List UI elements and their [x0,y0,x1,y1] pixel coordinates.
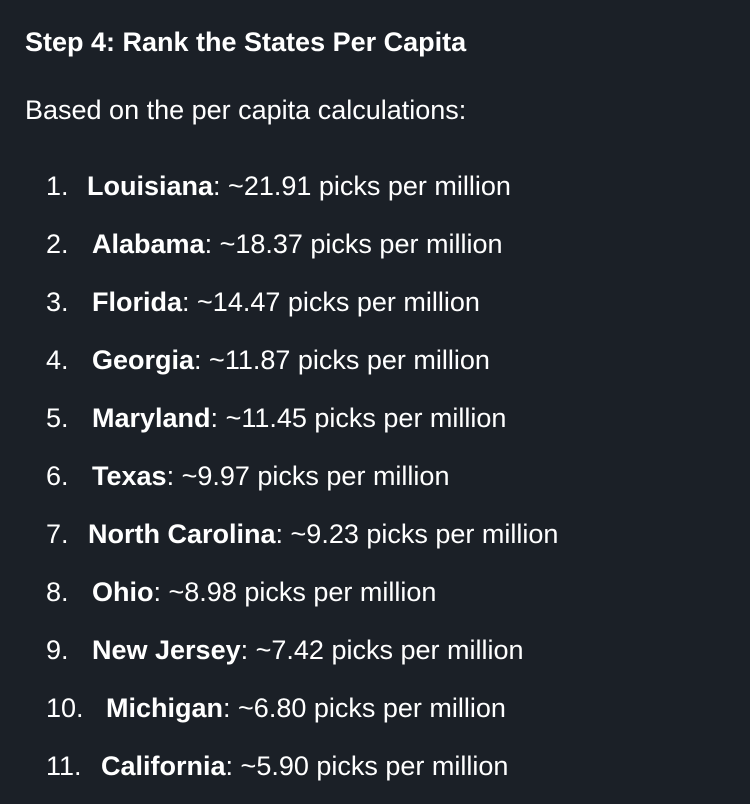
ranking-item: 6. Texas: ~9.97 picks per million [0,456,750,514]
rank-text: Maryland: ~11.45 picks per million [92,403,507,433]
state-name: Texas [92,461,167,491]
step-heading: Step 4: Rank the States Per Capita [25,27,467,57]
picks-value: ~11.45 picks per million [225,403,507,433]
ranking-item: 4. Georgia: ~11.87 picks per million [0,340,750,398]
rank-number: 2. [46,229,69,259]
picks-value: ~21.91 picks per million [228,171,511,201]
picks-value: ~8.98 picks per million [168,577,437,607]
rank-number: 4. [46,345,69,375]
rank-text: Florida: ~14.47 picks per million [92,287,480,317]
ranking-item: 2. Alabama: ~18.37 picks per million [0,224,750,282]
state-name: Florida [92,287,183,317]
ranking-item: 11. California: ~5.90 picks per million [0,746,750,804]
rank-text: New Jersey: ~7.42 picks per million [92,635,524,665]
ranking-item: 5. Maryland: ~11.45 picks per million [0,398,750,456]
picks-value: ~9.97 picks per million [181,461,450,491]
rank-number: 6. [46,461,69,491]
rank-number: 1. [46,171,69,201]
picks-value: ~11.87 picks per million [209,345,490,375]
state-name: North Carolina [88,519,276,549]
ranking-item: 9. New Jersey: ~7.42 picks per million [0,630,750,688]
ranking-item: 3. Florida: ~14.47 picks per million [0,282,750,340]
picks-value: ~9.23 picks per million [290,519,559,549]
state-name: Louisiana [87,171,214,201]
state-name: Ohio [92,577,154,607]
rank-text: Louisiana: ~21.91 picks per million [87,171,511,201]
intro-text: Based on the per capita calculations: [25,95,467,125]
picks-value: ~18.37 picks per million [219,229,503,259]
rank-text: Texas: ~9.97 picks per million [92,461,450,491]
picks-value: ~14.47 picks per million [197,287,480,317]
rank-number: 7. [46,519,69,549]
state-name: Georgia [92,345,195,375]
ranking-list: 1. Louisiana: ~21.91 picks per million 2… [0,166,750,804]
state-name: New Jersey [92,635,241,665]
rank-number: 9. [46,635,69,665]
ranking-item: 10. Michigan: ~6.80 picks per million [0,688,750,746]
rank-text: Georgia: ~11.87 picks per million [92,345,490,375]
state-name: Michigan [106,693,224,723]
ranking-item: 7. North Carolina: ~9.23 picks per milli… [0,514,750,572]
picks-value: ~6.80 picks per million [238,693,506,723]
rank-number: 3. [46,287,69,317]
rank-number: 11. [46,751,82,781]
picks-value: ~5.90 picks per million [240,751,509,781]
ranking-item: 8. Ohio: ~8.98 picks per million [0,572,750,630]
state-name: California [101,751,226,781]
rank-text: Michigan: ~6.80 picks per million [106,693,506,723]
rank-text: North Carolina: ~9.23 picks per million [88,519,559,549]
rank-number: 10. [46,693,84,723]
state-name: Maryland [92,403,211,433]
rank-text: Alabama: ~18.37 picks per million [92,229,503,259]
rank-text: California: ~5.90 picks per million [101,751,509,781]
rank-text: Ohio: ~8.98 picks per million [92,577,437,607]
ranking-item: 1. Louisiana: ~21.91 picks per million [0,166,750,224]
rank-number: 8. [46,577,69,607]
picks-value: ~7.42 picks per million [255,635,524,665]
rank-number: 5. [46,403,69,433]
state-name: Alabama [92,229,205,259]
